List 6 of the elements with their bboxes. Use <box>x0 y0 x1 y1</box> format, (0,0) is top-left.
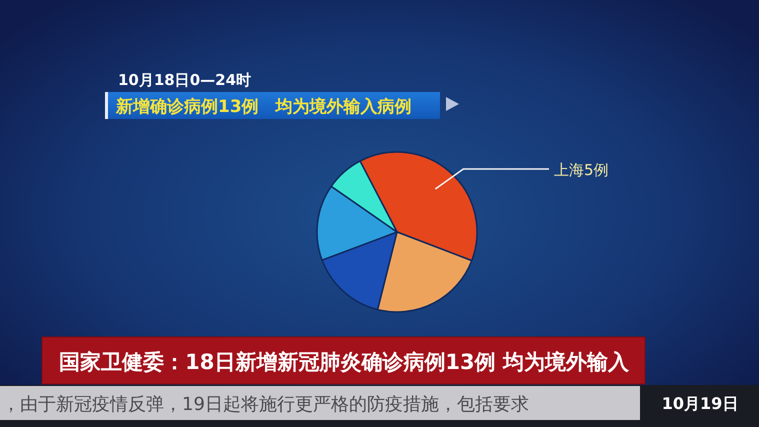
slice-label: 上海5例 <box>554 161 609 180</box>
chart-title: 新增确诊病例13例 均为境外输入病例 <box>115 97 412 117</box>
text: 国家卫健委：18日新增新冠肺炎确诊病例13例 均为境外输入 <box>59 350 630 374</box>
text: 10月19日 <box>662 394 738 413</box>
text: 10月18日0—24时 <box>118 71 252 89</box>
text: ，由于新冠疫情反弹，19日起将施行更严格的防疫措施，包括要求 <box>2 394 529 415</box>
